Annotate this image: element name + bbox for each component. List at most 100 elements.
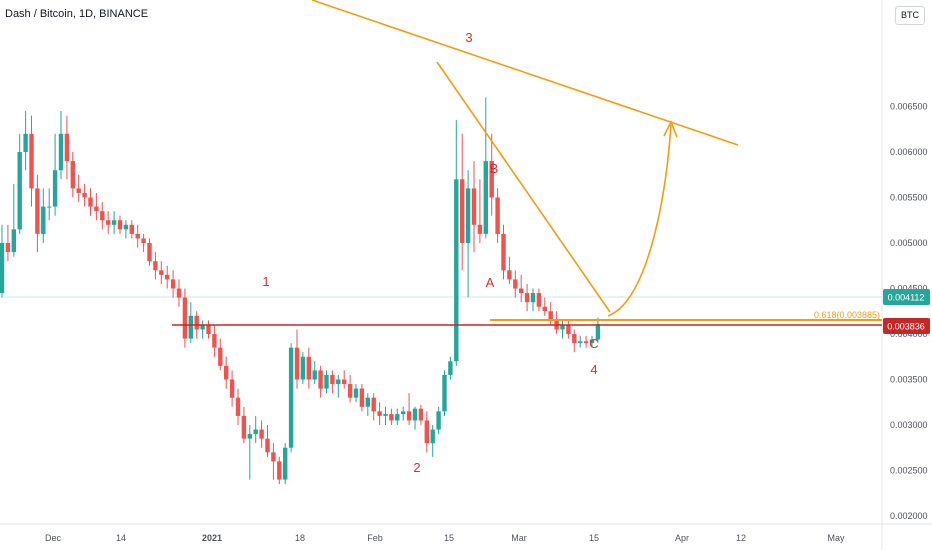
candle-body[interactable] xyxy=(165,274,170,280)
candle-body[interactable] xyxy=(471,188,477,225)
candle-body[interactable] xyxy=(460,179,465,243)
candle-body[interactable] xyxy=(513,279,518,289)
time-axis[interactable]: Dec 14 2021 18 Feb 15 Mar 15 Apr 12 May xyxy=(45,533,845,543)
candle-body[interactable] xyxy=(17,152,22,230)
candle-body[interactable] xyxy=(377,411,382,416)
candle-body[interactable] xyxy=(300,356,306,380)
candle-body[interactable] xyxy=(353,388,359,398)
candle-body[interactable] xyxy=(194,315,199,330)
candle-body[interactable] xyxy=(578,341,583,344)
candle-body[interactable] xyxy=(224,365,229,380)
candle-body[interactable] xyxy=(430,429,435,444)
candle-body[interactable] xyxy=(153,261,158,271)
candle-body[interactable] xyxy=(100,211,105,221)
candle-body[interactable] xyxy=(5,243,11,253)
candle-body[interactable] xyxy=(159,270,164,275)
candle-body[interactable] xyxy=(336,379,341,385)
candle-body[interactable] xyxy=(436,411,441,430)
candle-body[interactable] xyxy=(371,397,376,412)
candle-body[interactable] xyxy=(200,324,205,330)
candle-body[interactable] xyxy=(117,220,123,230)
candle-body[interactable] xyxy=(11,229,16,253)
projection-arrow[interactable] xyxy=(607,124,672,317)
candle-body[interactable] xyxy=(359,388,365,407)
candle-body[interactable] xyxy=(330,374,335,385)
candle-body[interactable] xyxy=(406,411,412,421)
candle-body[interactable] xyxy=(218,347,223,366)
candle-body[interactable] xyxy=(483,161,488,234)
candle-body[interactable] xyxy=(477,224,483,234)
candle-body[interactable] xyxy=(23,133,28,152)
candle-body[interactable] xyxy=(342,379,347,385)
candle-body[interactable] xyxy=(52,170,58,207)
candle-body[interactable] xyxy=(277,461,282,480)
upper-trendline[interactable] xyxy=(311,0,739,146)
candle-body[interactable] xyxy=(106,220,111,225)
candle-body[interactable] xyxy=(288,347,294,448)
candle-body[interactable] xyxy=(489,161,494,198)
candle-body[interactable] xyxy=(188,315,193,339)
candle-body[interactable] xyxy=(383,414,388,416)
candle-body[interactable] xyxy=(530,293,536,303)
currency-badge[interactable]: BTC xyxy=(895,6,925,25)
candle-body[interactable] xyxy=(0,243,5,294)
candle-body[interactable] xyxy=(253,429,258,435)
candle-body[interactable] xyxy=(524,293,530,303)
candle-body[interactable] xyxy=(424,420,429,444)
candle-body[interactable] xyxy=(395,414,400,421)
candle-body[interactable] xyxy=(265,438,270,453)
candle-body[interactable] xyxy=(418,408,424,421)
candle-body[interactable] xyxy=(465,188,471,243)
candle-body[interactable] xyxy=(566,324,571,334)
candle-body[interactable] xyxy=(271,452,276,462)
candle-body[interactable] xyxy=(259,429,264,439)
candle-body[interactable] xyxy=(589,339,595,344)
candle-body[interactable] xyxy=(389,414,394,421)
candle-body[interactable] xyxy=(507,270,512,280)
candle-body[interactable] xyxy=(495,197,500,234)
candle-body[interactable] xyxy=(129,224,134,234)
candle-body[interactable] xyxy=(170,279,176,289)
candle-body[interactable] xyxy=(318,370,323,389)
candle-body[interactable] xyxy=(583,341,589,344)
candle-body[interactable] xyxy=(283,447,288,480)
descending-trendline[interactable] xyxy=(436,61,611,313)
candle-body[interactable] xyxy=(501,233,506,271)
candle-body[interactable] xyxy=(41,206,46,234)
candle-body[interactable] xyxy=(542,306,547,312)
candle-body[interactable] xyxy=(306,356,311,380)
candle-body[interactable] xyxy=(448,361,453,375)
price-axis[interactable]: 0.006500 0.006000 0.005500 0.005000 0.004500… xyxy=(890,102,928,522)
candle-body[interactable] xyxy=(519,288,524,294)
candle-body[interactable] xyxy=(47,206,52,208)
candle-body[interactable] xyxy=(135,233,140,239)
candle-body[interactable] xyxy=(294,347,300,380)
candle-body[interactable] xyxy=(454,179,459,362)
candle-body[interactable] xyxy=(64,133,70,162)
candle-body[interactable] xyxy=(111,220,117,225)
candle-body[interactable] xyxy=(29,133,34,189)
candle-body[interactable] xyxy=(442,374,447,412)
candle-body[interactable] xyxy=(572,334,577,344)
candle-body[interactable] xyxy=(76,188,81,193)
candle-body[interactable] xyxy=(206,324,211,334)
candle-body[interactable] xyxy=(82,192,87,198)
candle-body[interactable] xyxy=(176,288,182,298)
candle-body[interactable] xyxy=(70,161,75,189)
candle-body[interactable] xyxy=(536,293,542,307)
candle-body[interactable] xyxy=(595,323,601,340)
candle-body[interactable] xyxy=(58,133,64,171)
candle-body[interactable] xyxy=(147,243,152,262)
candle-series[interactable] xyxy=(0,97,601,485)
candle-body[interactable] xyxy=(123,224,129,230)
candle-body[interactable] xyxy=(560,324,565,330)
candle-body[interactable] xyxy=(212,334,217,348)
candle-body[interactable] xyxy=(312,370,317,380)
candle-body[interactable] xyxy=(241,415,247,439)
candle-body[interactable] xyxy=(235,397,241,416)
candle-body[interactable] xyxy=(94,206,99,212)
candle-body[interactable] xyxy=(247,434,252,439)
candle-body[interactable] xyxy=(182,297,188,339)
candle-body[interactable] xyxy=(88,197,93,207)
